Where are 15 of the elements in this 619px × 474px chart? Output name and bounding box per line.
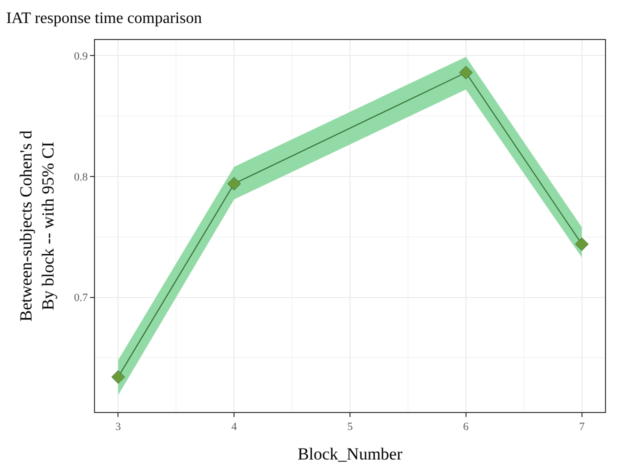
point (575, 237, 589, 251)
x-tick-label: 6 (463, 421, 470, 434)
chart-title: IAT response time comparison (6, 10, 202, 28)
y-tick-label: 0.8 (74, 171, 88, 184)
y-axis-title: Between-subjects Cohen's d By block -- with 95% CI (16, 130, 58, 322)
x-tick-label: 3 (115, 421, 122, 434)
x-axis-title: Block_Number (298, 444, 403, 464)
point (111, 370, 125, 384)
point (459, 66, 473, 80)
y-tick-label: 0.9 (74, 50, 88, 63)
x-tick-label: 5 (347, 421, 354, 434)
y-tick-label: 0.7 (74, 292, 88, 304)
point (227, 176, 241, 190)
x-tick-label: 4 (231, 421, 238, 434)
x-tick-label: 7 (579, 421, 586, 434)
